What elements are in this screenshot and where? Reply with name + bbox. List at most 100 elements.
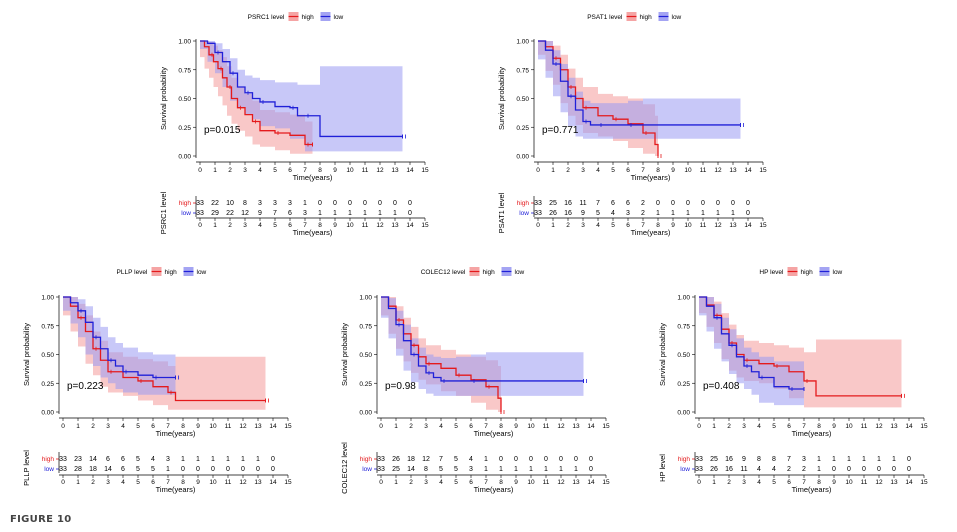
x-tick-label: 14	[587, 423, 595, 430]
x-tick-label: 1	[551, 167, 555, 174]
risk-count: 1	[196, 456, 200, 463]
x-tick-label: 12	[239, 423, 247, 430]
x-tick-label: 11	[225, 423, 232, 430]
legend: PSRC1 level high low	[248, 12, 344, 21]
risk-x-tick-label: 3	[243, 222, 247, 229]
risk-x-tick-label: 3	[106, 479, 110, 486]
p-value: p=0.015	[204, 125, 241, 136]
risk-count: 0	[333, 200, 337, 207]
x-tick-label: 12	[714, 167, 722, 174]
risk-count: 0	[499, 456, 503, 463]
x-tick-label: 8	[181, 423, 185, 430]
x-tick-label: 4	[439, 423, 443, 430]
risk-count: 1	[671, 210, 675, 217]
risk-count: 23	[74, 456, 82, 463]
risk-count: 0	[408, 210, 412, 217]
risk-count: 6	[626, 200, 630, 207]
risk-count: 0	[686, 200, 690, 207]
risk-x-tick-label: 4	[121, 479, 125, 486]
risk-count: 0	[256, 466, 260, 473]
x-tick-label: 13	[391, 167, 399, 174]
risk-x-tick-label: 6	[151, 479, 155, 486]
risk-count: 1	[181, 456, 185, 463]
risk-count: 22	[226, 210, 234, 217]
legend-entry-low: low	[334, 14, 344, 21]
risk-row-label-low: low	[44, 466, 54, 473]
x-tick-label: 0	[379, 423, 383, 430]
risk-count: 2	[641, 210, 645, 217]
risk-count: 0	[862, 466, 866, 473]
risk-count: 3	[166, 456, 170, 463]
x-tick-label: 15	[421, 167, 429, 174]
risk-count: 6	[121, 456, 125, 463]
risk-count: 1	[211, 456, 215, 463]
x-tick-label: 14	[905, 423, 913, 430]
risk-count: 8	[772, 456, 776, 463]
risk-x-tick-label: 7	[802, 479, 806, 486]
risk-x-tick-label: 2	[566, 222, 570, 229]
y-tick-label: 0.50	[178, 96, 191, 103]
risk-row-label-high: high	[179, 200, 192, 207]
p-value: p=0.771	[542, 125, 579, 136]
risk-count: 0	[241, 466, 245, 473]
risk-count: 1	[393, 210, 397, 217]
risk-x-tick-label: 8	[318, 222, 322, 229]
risk-count: 0	[378, 200, 382, 207]
x-tick-label: 10	[684, 167, 692, 174]
x-tick-label: 3	[581, 167, 585, 174]
risk-count: 0	[211, 466, 215, 473]
risk-x-tick-label: 2	[727, 479, 731, 486]
risk-count: 0	[363, 200, 367, 207]
risk-table-x-label: Time(years)	[293, 228, 333, 237]
risk-count: 18	[407, 456, 415, 463]
y-tick-label: 0.00	[41, 410, 54, 417]
risk-x-tick-label: 0	[697, 479, 701, 486]
survival-curve-low	[63, 296, 176, 379]
risk-count: 33	[377, 456, 385, 463]
risk-x-tick-label: 15	[421, 222, 429, 229]
legend-entry-high: high	[302, 14, 315, 21]
x-tick-label: 15	[602, 423, 610, 430]
ci-band-low	[538, 41, 741, 139]
x-tick-label: 8	[318, 167, 322, 174]
x-tick-label: 6	[626, 167, 630, 174]
risk-count: 1	[574, 466, 578, 473]
x-tick-label: 6	[288, 167, 292, 174]
risk-x-tick-label: 8	[656, 222, 660, 229]
risk-row-label-high: high	[42, 456, 55, 463]
risk-count: 9	[742, 456, 746, 463]
risk-count: 1	[166, 466, 170, 473]
risk-count: 0	[529, 456, 533, 463]
x-tick-label: 3	[424, 423, 428, 430]
x-tick-label: 12	[557, 423, 565, 430]
risk-count: 0	[731, 200, 735, 207]
risk-x-tick-label: 12	[557, 479, 565, 486]
ci-band-low	[699, 297, 804, 406]
x-tick-label: 7	[303, 167, 307, 174]
risk-count: 12	[422, 456, 430, 463]
legend-entry-low: low	[672, 14, 682, 21]
x-tick-label: 9	[514, 423, 518, 430]
y-tick-label: 0.25	[359, 381, 372, 388]
risk-count: 0	[574, 456, 578, 463]
legend-title: PSRC1 level	[248, 14, 285, 21]
risk-row-label-low: low	[519, 210, 529, 217]
risk-table-y-label: PLLP level	[22, 450, 31, 486]
y-tick-label: 0.50	[359, 352, 372, 359]
risk-count: 1	[701, 210, 705, 217]
risk-count: 1	[817, 466, 821, 473]
risk-x-tick-label: 8	[499, 479, 503, 486]
risk-count: 1	[862, 456, 866, 463]
risk-x-tick-label: 10	[845, 479, 853, 486]
y-tick-label: 0.50	[41, 352, 54, 359]
risk-count: 1	[892, 456, 896, 463]
risk-x-tick-label: 9	[333, 222, 337, 229]
risk-count: 4	[611, 210, 615, 217]
y-tick-label: 0.25	[178, 125, 191, 132]
risk-x-tick-label: 12	[376, 222, 384, 229]
x-tick-label: 14	[744, 167, 752, 174]
risk-count: 33	[534, 200, 542, 207]
risk-count: 0	[847, 466, 851, 473]
x-axis-label: Time(years)	[474, 429, 514, 438]
